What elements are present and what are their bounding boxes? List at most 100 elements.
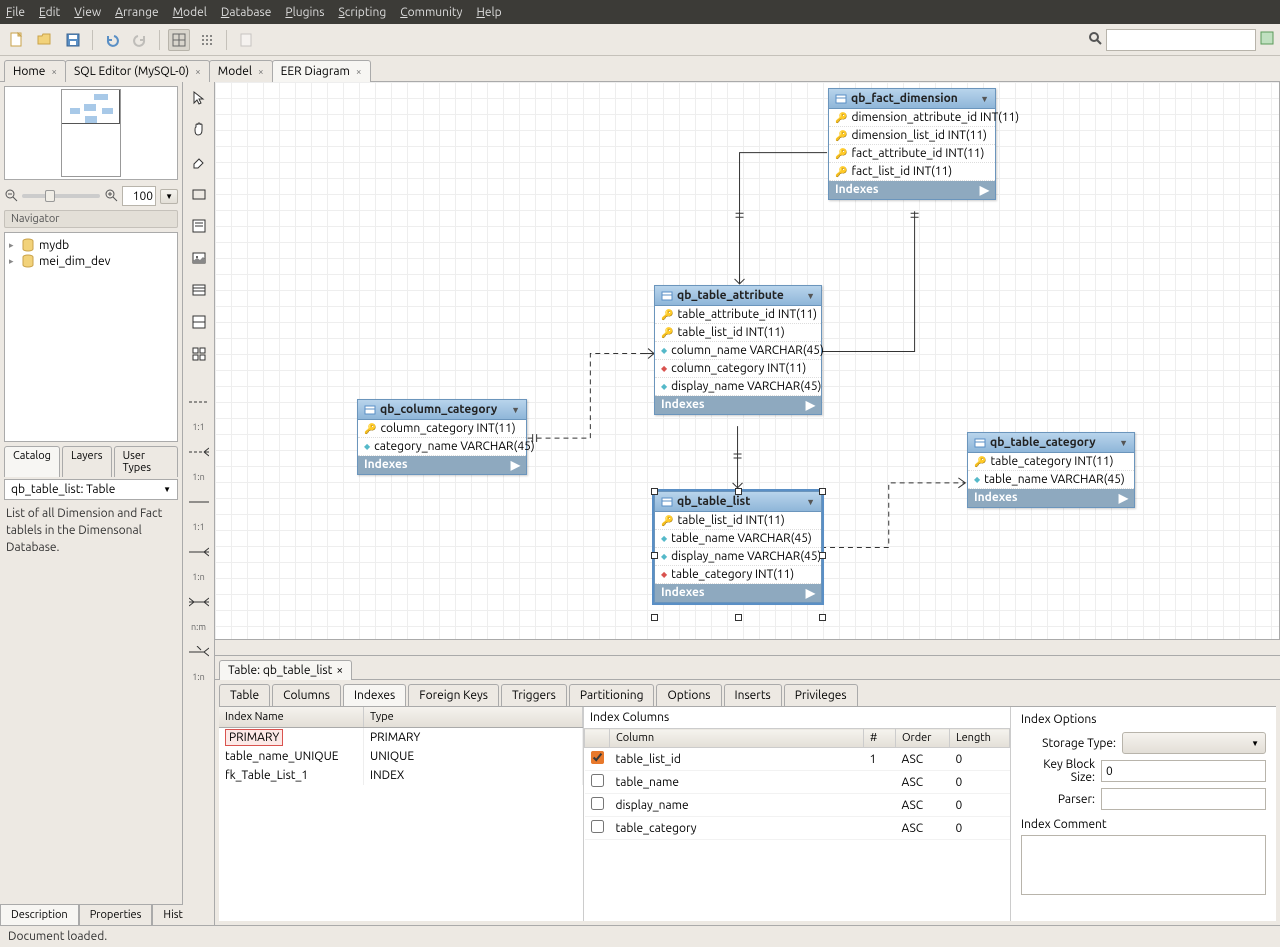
index-list[interactable]: Index Name Type PRIMARYPRIMARYtable_name… bbox=[219, 707, 584, 921]
table-icon bbox=[661, 496, 673, 508]
index-row[interactable]: PRIMARYPRIMARY bbox=[219, 728, 583, 747]
search-icon bbox=[1088, 31, 1102, 48]
save-icon[interactable] bbox=[62, 29, 84, 51]
catalog-tree[interactable]: ▸ mydb ▸ mei_dim_dev bbox=[4, 232, 178, 442]
tab-properties[interactable]: Properties bbox=[79, 904, 153, 925]
tab-eer-diagram[interactable]: EER Diagram× bbox=[272, 60, 371, 82]
search-input[interactable] bbox=[1106, 29, 1256, 51]
tree-item-mydb[interactable]: ▸ mydb bbox=[9, 237, 173, 253]
rel-1-n-id-icon[interactable] bbox=[187, 540, 211, 564]
tab-home[interactable]: Home× bbox=[4, 60, 66, 82]
sidebar-mid-tabs: Catalog Layers User Types bbox=[0, 446, 182, 477]
eer-canvas[interactable]: qb_fact_dimension▼🔑dimension_attribute_i… bbox=[215, 82, 1280, 639]
entity-qb-table-attribute[interactable]: qb_table_attribute▼🔑table_attribute_id I… bbox=[654, 285, 822, 415]
menu-community[interactable]: Community bbox=[400, 6, 462, 19]
grid-align-icon[interactable] bbox=[168, 29, 190, 51]
tab-sql-editor[interactable]: SQL Editor (MySQL-0)× bbox=[65, 60, 210, 82]
menu-plugins[interactable]: Plugins bbox=[285, 6, 324, 19]
detail-tab[interactable]: Table: qb_table_list× bbox=[219, 660, 352, 680]
tab-description[interactable]: Description bbox=[0, 904, 79, 925]
menu-arrange[interactable]: Arrange bbox=[115, 6, 158, 19]
subtab-foreign-keys[interactable]: Foreign Keys bbox=[408, 684, 499, 707]
tab-layers[interactable]: Layers bbox=[62, 446, 112, 477]
open-folder-icon[interactable] bbox=[34, 29, 56, 51]
subtab-inserts[interactable]: Inserts bbox=[724, 684, 782, 707]
index-row[interactable]: table_name_UNIQUEUNIQUE bbox=[219, 747, 583, 766]
redo-icon[interactable] bbox=[129, 29, 151, 51]
entity-qb-table-list[interactable]: qb_table_list▼🔑table_list_id INT(11)◆tab… bbox=[654, 491, 822, 603]
rel-1-n-non-id-icon[interactable] bbox=[187, 440, 211, 464]
grid-icon[interactable] bbox=[196, 29, 218, 51]
rel-1-1-id-icon[interactable] bbox=[187, 490, 211, 514]
close-icon[interactable]: × bbox=[356, 66, 362, 77]
rel-n-m-icon[interactable] bbox=[187, 590, 211, 614]
zoom-in-icon[interactable] bbox=[104, 188, 118, 205]
menu-help[interactable]: Help bbox=[476, 6, 501, 19]
subtab-columns[interactable]: Columns bbox=[272, 684, 341, 707]
index-column-checkbox[interactable] bbox=[591, 774, 604, 787]
index-column-row[interactable]: table_nameASC0 bbox=[585, 771, 1010, 794]
view-tool-icon[interactable] bbox=[187, 310, 211, 334]
menu-file[interactable]: File bbox=[6, 6, 25, 19]
zoom-out-icon[interactable] bbox=[4, 188, 18, 205]
close-icon[interactable]: × bbox=[195, 66, 201, 77]
subtab-table[interactable]: Table bbox=[219, 684, 270, 707]
note-tool-icon[interactable] bbox=[187, 214, 211, 238]
index-column-row[interactable]: display_nameASC0 bbox=[585, 794, 1010, 817]
zoom-value-input[interactable] bbox=[122, 186, 156, 206]
tab-catalog[interactable]: Catalog bbox=[4, 446, 60, 477]
routine-tool-icon[interactable] bbox=[187, 342, 211, 366]
tree-item-mei-dim-dev[interactable]: ▸ mei_dim_dev bbox=[9, 253, 173, 269]
parser-input[interactable] bbox=[1101, 788, 1266, 810]
menu-scripting[interactable]: Scripting bbox=[338, 6, 386, 19]
undo-icon[interactable] bbox=[101, 29, 123, 51]
zoom-dropdown-icon[interactable]: ▼ bbox=[160, 189, 178, 204]
table-icon bbox=[974, 437, 986, 449]
search-toggle-icon[interactable] bbox=[1260, 31, 1274, 48]
eraser-tool-icon[interactable] bbox=[187, 150, 211, 174]
index-column-row[interactable]: table_list_id1ASC0 bbox=[585, 748, 1010, 771]
index-comment-input[interactable] bbox=[1021, 835, 1266, 895]
close-icon[interactable]: × bbox=[51, 66, 57, 77]
close-icon[interactable]: × bbox=[258, 66, 264, 77]
chevron-down-icon: ▼ bbox=[163, 485, 171, 494]
canvas-scrollbar[interactable] bbox=[215, 639, 1280, 655]
hand-tool-icon[interactable] bbox=[187, 118, 211, 142]
index-row[interactable]: fk_Table_List_1INDEX bbox=[219, 766, 583, 785]
menu-view[interactable]: View bbox=[74, 6, 101, 19]
rel-existing-icon[interactable] bbox=[187, 640, 211, 664]
pointer-tool-icon[interactable] bbox=[187, 86, 211, 110]
navigator-minimap[interactable] bbox=[4, 86, 178, 180]
entity-qb-column-category[interactable]: qb_column_category▼🔑column_category INT(… bbox=[357, 399, 527, 475]
menu-database[interactable]: Database bbox=[221, 6, 272, 19]
index-options: Index Options Storage Type:▼ Key Block S… bbox=[1011, 707, 1276, 921]
tab-model[interactable]: Model× bbox=[209, 60, 273, 82]
table-icon bbox=[661, 290, 673, 302]
new-file-icon[interactable] bbox=[6, 29, 28, 51]
rel-1-1-non-id-icon[interactable] bbox=[187, 390, 211, 414]
sidebar-bottom-tabs: Description Properties History bbox=[0, 904, 182, 925]
index-column-checkbox[interactable] bbox=[591, 820, 604, 833]
tab-user-types[interactable]: User Types bbox=[114, 446, 178, 477]
layer-tool-icon[interactable] bbox=[187, 182, 211, 206]
key-block-size-input[interactable] bbox=[1101, 760, 1266, 782]
selected-object-dropdown[interactable]: qb_table_list: Table ▼ bbox=[4, 479, 178, 500]
subtab-partitioning[interactable]: Partitioning bbox=[569, 684, 655, 707]
index-column-checkbox[interactable] bbox=[591, 751, 604, 764]
subtab-options[interactable]: Options bbox=[656, 684, 721, 707]
menu-model[interactable]: Model bbox=[173, 6, 207, 19]
index-column-checkbox[interactable] bbox=[591, 797, 604, 810]
index-column-row[interactable]: table_categoryASC0 bbox=[585, 817, 1010, 840]
menu-edit[interactable]: Edit bbox=[39, 6, 60, 19]
subtab-triggers[interactable]: Triggers bbox=[501, 684, 567, 707]
storage-type-select[interactable]: ▼ bbox=[1122, 732, 1266, 754]
image-tool-icon[interactable] bbox=[187, 246, 211, 270]
table-tool-icon[interactable] bbox=[187, 278, 211, 302]
entity-qb-fact-dimension[interactable]: qb_fact_dimension▼🔑dimension_attribute_i… bbox=[828, 88, 996, 200]
zoom-slider[interactable] bbox=[22, 194, 100, 198]
page-icon[interactable] bbox=[235, 29, 257, 51]
subtab-privileges[interactable]: Privileges bbox=[784, 684, 858, 707]
entity-qb-table-category[interactable]: qb_table_category▼🔑table_category INT(11… bbox=[967, 432, 1135, 508]
subtab-indexes[interactable]: Indexes bbox=[343, 684, 406, 707]
close-icon[interactable]: × bbox=[336, 664, 343, 677]
